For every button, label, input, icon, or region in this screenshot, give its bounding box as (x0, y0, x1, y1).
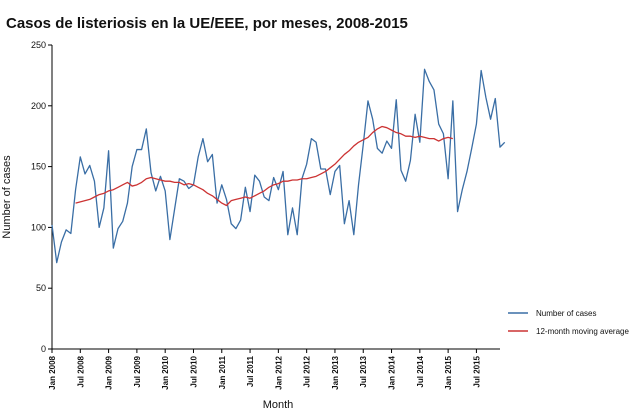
x-tick-label: Jul 2008 (76, 355, 85, 387)
x-tick-label: Jul 2010 (189, 355, 198, 387)
x-tick-label: Jan 2010 (161, 355, 170, 389)
x-tick-label: Jul 2011 (246, 355, 255, 387)
y-tick-label: 0 (41, 344, 46, 354)
y-tick-label: 250 (31, 40, 46, 50)
x-tick-label: Jan 2008 (48, 355, 57, 389)
y-tick-label: 50 (36, 283, 46, 293)
series-layer (51, 68, 506, 264)
x-tick-label: Jan 2009 (105, 355, 114, 389)
series-line-number-of-cases (51, 68, 506, 264)
y-tick-label: 150 (31, 162, 46, 172)
x-tick-label: Jan 2011 (218, 355, 227, 389)
x-tick-label: Jan 2015 (444, 355, 453, 389)
legend-label: 12-month moving average (536, 327, 629, 336)
y-axis-label: Number of cases (1, 155, 13, 239)
x-tick-label: Jul 2012 (303, 355, 312, 387)
x-tick-label: Jul 2013 (359, 355, 368, 387)
x-tick-label: Jan 2012 (274, 355, 283, 389)
y-tick-label: 200 (31, 101, 46, 111)
x-axis-label: Month (263, 399, 294, 409)
x-tick-label: Jan 2013 (331, 355, 340, 389)
y-axis: 0 50 100 150 200 250 (31, 40, 53, 354)
x-axis: Jan 2008 Jul 2008 Jan 2009 Jul 2009 Jan 2010… (48, 348, 500, 390)
x-tick-label: Jan 2014 (388, 355, 397, 389)
x-tick-label: Jul 2015 (472, 355, 481, 387)
chart-title: Casos de listeriosis en la UE/EEE, por m… (6, 15, 408, 32)
x-tick-label: Jul 2014 (416, 355, 425, 387)
legend: Number of cases 12-month moving average (508, 309, 629, 336)
legend-label: Number of cases (536, 309, 596, 318)
x-tick-label: Jul 2009 (133, 355, 142, 387)
y-tick-label: 100 (31, 222, 46, 232)
